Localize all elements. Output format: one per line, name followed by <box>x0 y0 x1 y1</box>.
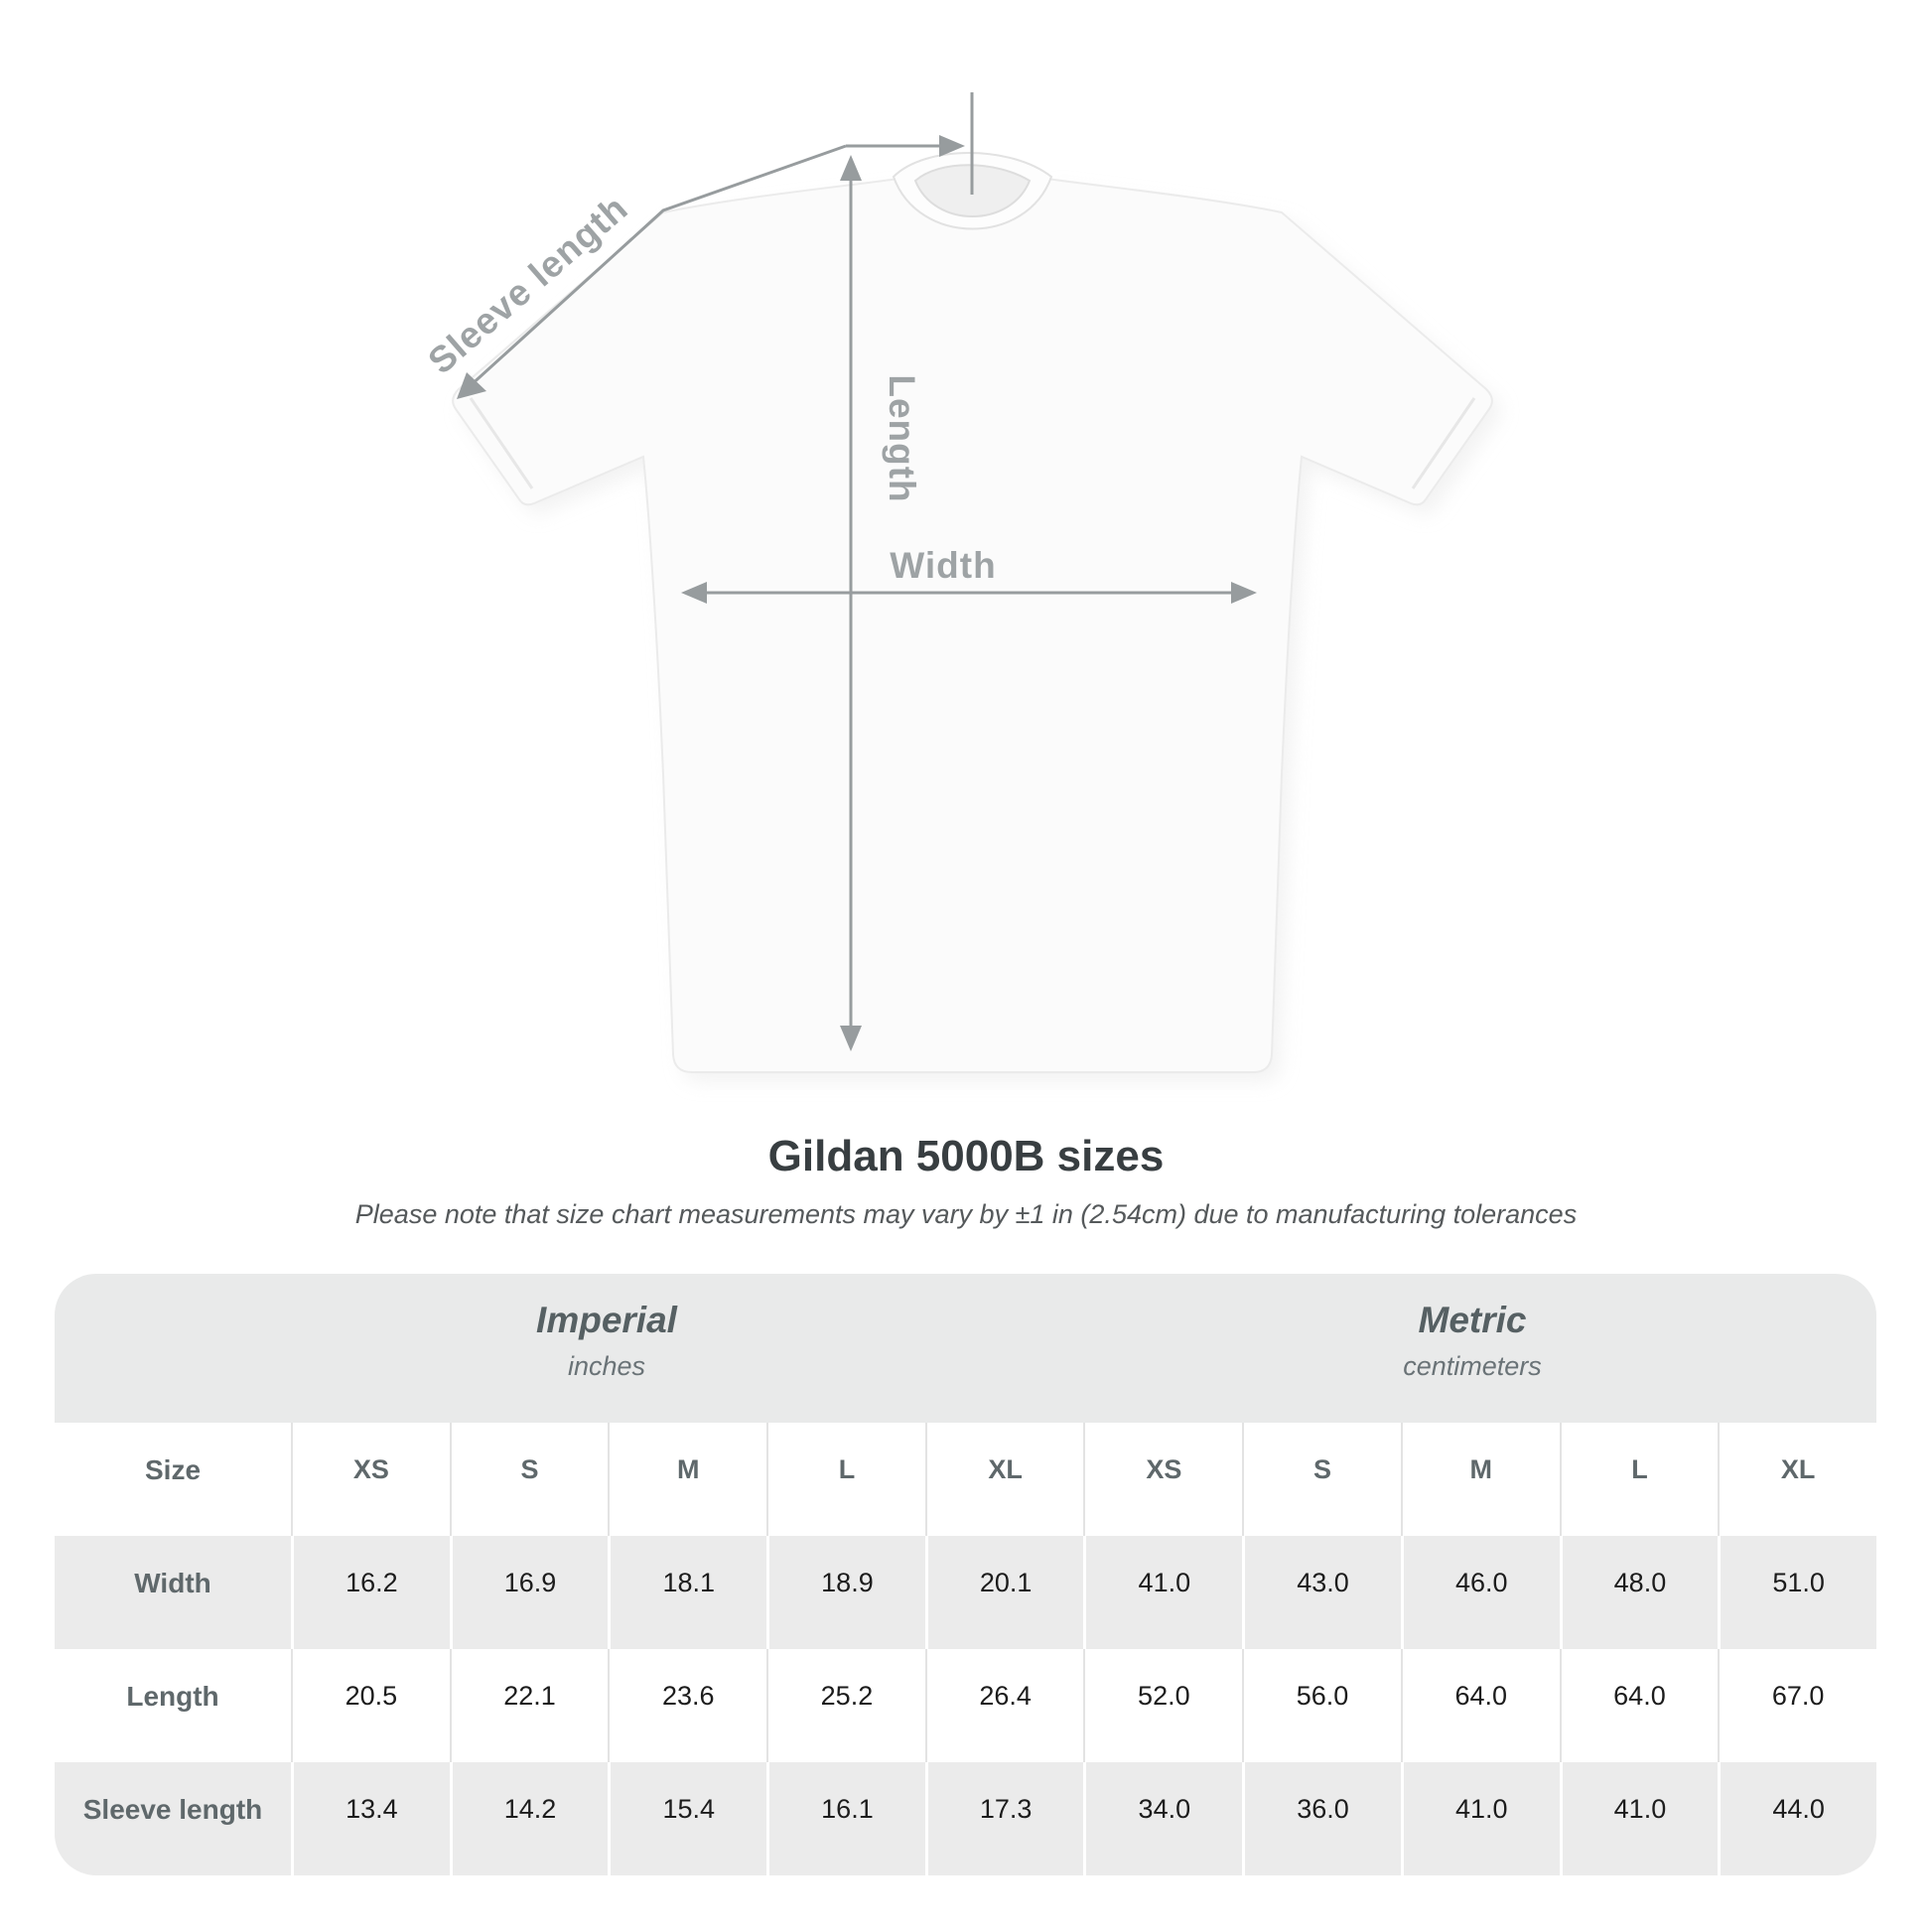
length-metric-l: 64.0 <box>1559 1649 1719 1762</box>
width-metric-xs: 41.0 <box>1083 1536 1242 1649</box>
sleeve-imperial-l: 16.1 <box>766 1762 925 1875</box>
unit-header-band: Imperial inches Metric centimeters <box>55 1274 1876 1423</box>
width-imperial-l: 18.9 <box>766 1536 925 1649</box>
width-imperial-xs: 16.2 <box>291 1536 450 1649</box>
page-title: Gildan 5000B sizes <box>767 1132 1165 1180</box>
unit-header-metric: Metric centimeters <box>1174 1274 1770 1423</box>
imperial-size-s: S <box>449 1423 609 1536</box>
sleeve-imperial-m: 15.4 <box>608 1762 766 1875</box>
metric-size-s: S <box>1242 1423 1401 1536</box>
table-row-length: Length 20.5 22.1 23.6 25.2 26.4 52.0 56.… <box>55 1649 1876 1762</box>
imperial-size-xl: XL <box>924 1423 1084 1536</box>
size-table: Imperial inches Metric centimeters Size … <box>55 1274 1876 1876</box>
width-label: Width <box>890 545 996 586</box>
metric-size-xs: XS <box>1083 1423 1242 1536</box>
row-label-sleeve-length: Sleeve length <box>82 1794 263 1825</box>
tshirt-body <box>452 177 1493 1073</box>
metric-size-xl: XL <box>1718 1423 1876 1536</box>
sleeve-metric-s: 36.0 <box>1242 1762 1401 1875</box>
width-arrow <box>681 582 1257 604</box>
length-imperial-s: 22.1 <box>449 1649 609 1762</box>
unit-header-imperial: Imperial inches <box>309 1274 904 1423</box>
width-imperial-s: 16.9 <box>449 1536 609 1649</box>
length-metric-xs: 52.0 <box>1083 1649 1242 1762</box>
length-metric-s: 56.0 <box>1242 1649 1401 1762</box>
length-imperial-xl: 26.4 <box>924 1649 1084 1762</box>
sleeve-metric-xl: 44.0 <box>1718 1762 1876 1875</box>
size-column-header: Size <box>144 1454 202 1485</box>
length-imperial-m: 23.6 <box>608 1649 766 1762</box>
sleeve-metric-m: 41.0 <box>1400 1762 1560 1875</box>
tshirt-measurement-diagram: Sleeve length Length Width <box>420 92 1501 1082</box>
imperial-size-l: L <box>766 1423 925 1536</box>
length-metric-xl: 67.0 <box>1718 1649 1876 1762</box>
length-label: Length <box>882 374 922 502</box>
table-header-row: Size XS S M L XL XS S M L XL <box>55 1423 1876 1536</box>
width-imperial-m: 18.1 <box>608 1536 766 1649</box>
width-imperial-xl: 20.1 <box>924 1536 1084 1649</box>
imperial-size-xs: XS <box>291 1423 450 1536</box>
metric-size-l: L <box>1559 1423 1719 1536</box>
table-row-sleeve-length: Sleeve length 13.4 14.2 15.4 16.1 17.3 3… <box>55 1762 1876 1875</box>
sleeve-length-arrow <box>457 92 974 399</box>
width-metric-m: 46.0 <box>1400 1536 1560 1649</box>
metric-label: Metric <box>1418 1300 1527 1340</box>
imperial-unit-label: inches <box>567 1351 646 1381</box>
metric-size-m: M <box>1400 1423 1560 1536</box>
sleeve-imperial-xl: 17.3 <box>924 1762 1084 1875</box>
sleeve-imperial-xs: 13.4 <box>291 1762 450 1875</box>
table-row-width: Width 16.2 16.9 18.1 18.9 20.1 41.0 43.0… <box>55 1536 1876 1649</box>
imperial-label: Imperial <box>536 1300 677 1340</box>
length-metric-m: 64.0 <box>1400 1649 1560 1762</box>
width-metric-l: 48.0 <box>1559 1536 1719 1649</box>
sleeve-metric-xs: 34.0 <box>1083 1762 1242 1875</box>
page-subtitle: Please note that size chart measurements… <box>354 1199 1578 1229</box>
right-sleeve-seam <box>1411 397 1476 489</box>
row-label-length: Length <box>126 1681 219 1712</box>
tshirt-graphic: Sleeve length Length Width <box>420 92 1501 1082</box>
sleeve-metric-l: 41.0 <box>1559 1762 1719 1875</box>
length-imperial-l: 25.2 <box>766 1649 925 1762</box>
row-label-width: Width <box>134 1568 211 1598</box>
left-sleeve-seam <box>469 397 534 489</box>
length-arrow <box>840 155 862 1051</box>
sleeve-imperial-s: 14.2 <box>449 1762 609 1875</box>
length-imperial-xs: 20.5 <box>291 1649 450 1762</box>
metric-unit-label: centimeters <box>1403 1351 1542 1381</box>
width-metric-s: 43.0 <box>1242 1536 1401 1649</box>
imperial-size-m: M <box>608 1423 766 1536</box>
width-metric-xl: 51.0 <box>1718 1536 1876 1649</box>
